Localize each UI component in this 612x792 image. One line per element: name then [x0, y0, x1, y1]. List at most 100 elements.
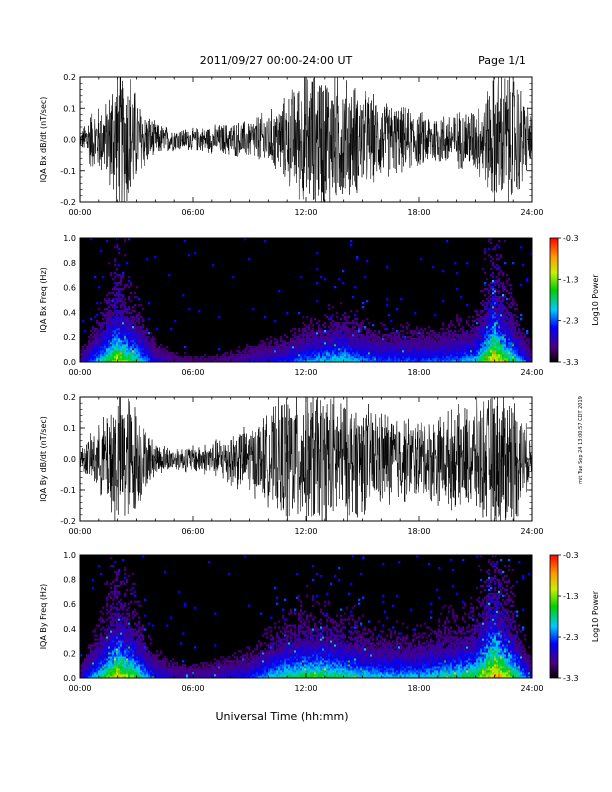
spectrogram-cell	[374, 352, 377, 355]
spectrogram-cell	[314, 358, 317, 361]
spectrogram-cell	[106, 316, 109, 319]
spectrogram-cell	[304, 360, 307, 363]
spectrogram-cell	[452, 334, 455, 337]
spectrogram-cell	[118, 584, 121, 588]
spectrogram-cell	[512, 332, 515, 335]
spectrogram-cell	[432, 360, 435, 363]
spectrogram-cell	[120, 622, 123, 625]
spectrogram-cell	[352, 320, 355, 323]
spectrogram-cell	[130, 326, 133, 329]
spectrogram-cell	[88, 340, 91, 343]
spectrogram-cell	[476, 326, 479, 329]
spectrogram-cell	[116, 312, 119, 315]
spectrogram-cell	[298, 354, 301, 357]
spectrogram-cell	[132, 646, 135, 649]
spectrogram-cell	[510, 334, 513, 337]
spectrogram-cell	[420, 358, 423, 361]
spectrogram-cell	[104, 668, 107, 671]
spectrogram-cell	[226, 360, 229, 363]
spectrogram-cell	[478, 346, 481, 349]
spectrogram-cell	[450, 352, 453, 355]
spectrogram-cell	[128, 276, 131, 279]
spectrogram-cell	[338, 322, 341, 325]
spectrogram-cell	[506, 332, 509, 335]
spectrogram-cell	[280, 354, 283, 357]
spectrogram-cell	[472, 342, 475, 345]
spectrogram-cell	[452, 356, 455, 359]
spectrogram-cell	[104, 646, 107, 649]
spectrogram-cell	[124, 316, 127, 319]
spectrogram-cell	[98, 646, 101, 649]
spectrogram-cell	[496, 358, 499, 361]
spectrogram-cell	[102, 654, 105, 657]
spectrogram-cell	[300, 334, 303, 337]
spectrogram-cell	[328, 330, 331, 333]
spectrogram-cell	[496, 346, 499, 349]
spectrogram-cell	[454, 262, 457, 265]
spectrogram-cell	[118, 658, 121, 661]
spectrogram-cell	[134, 360, 137, 363]
spectrogram-cell	[424, 340, 427, 343]
spectrogram-cell	[296, 348, 299, 351]
spectrogram-cell	[390, 342, 393, 345]
spectrogram-cell	[120, 662, 123, 665]
spectrogram-cell	[418, 330, 421, 333]
spectrogram-cell	[360, 360, 363, 363]
spectrogram-cell	[524, 350, 527, 353]
spectrogram-cell	[508, 330, 511, 333]
spectrogram-cell	[90, 644, 93, 647]
spectrogram-cell	[464, 342, 467, 345]
spectrogram-cell	[90, 664, 93, 667]
spectrogram-cell	[116, 330, 119, 333]
spectrogram-cell	[370, 346, 373, 349]
spectrogram-cell	[306, 358, 309, 361]
spectrogram-cell	[152, 360, 155, 363]
spectrogram-cell	[158, 346, 161, 349]
spectrogram-cell	[102, 650, 105, 653]
spectrogram-cell	[170, 356, 173, 359]
spectrogram-cell	[390, 334, 393, 337]
spectrogram-cell	[168, 360, 171, 363]
spectrogram-cell	[238, 358, 241, 361]
spectrogram-cell	[302, 332, 305, 335]
spectrogram-cell	[520, 358, 523, 361]
spectrogram-cell	[356, 354, 359, 357]
spectrogram-cell	[294, 358, 297, 361]
spectrogram-cell	[116, 336, 119, 339]
spectrogram-cell	[392, 332, 395, 335]
spectrogram-cell	[100, 338, 103, 341]
spectrogram-cell	[268, 354, 271, 357]
spectrogram-cell	[116, 656, 119, 659]
spectrogram-cell	[132, 648, 135, 651]
spectrogram-cell	[448, 342, 451, 345]
spectrogram-cell	[140, 626, 143, 629]
spectrogram-cell	[118, 666, 121, 669]
spectrogram-cell	[472, 352, 475, 355]
spectrogram-cell	[478, 352, 481, 355]
spectrogram-cell	[362, 356, 365, 359]
spectrogram-cell	[394, 360, 397, 363]
spectrogram-cell	[514, 346, 517, 349]
spectrogram-cell	[296, 338, 299, 341]
spectrogram-cell	[146, 674, 149, 677]
spectrogram-cell	[104, 308, 107, 311]
spectrogram-cell	[222, 356, 225, 359]
spectrogram-cell	[132, 346, 135, 349]
spectrogram-cell	[302, 356, 305, 359]
spectrogram-cell	[140, 334, 143, 337]
spectrogram-cell	[154, 346, 157, 349]
spectrogram-cell	[468, 358, 471, 361]
spectrogram-cell	[106, 340, 109, 343]
spectrogram-cell	[282, 346, 285, 349]
spectrogram-cell	[510, 358, 513, 361]
spectrogram-cell	[330, 346, 333, 349]
spectrogram-cell	[138, 650, 141, 653]
spectrogram-cell	[156, 662, 159, 665]
spectrogram-cell	[92, 664, 95, 667]
spectrogram-cell	[312, 340, 315, 343]
spectrogram-cell	[330, 342, 333, 345]
spectrogram-cell	[122, 352, 125, 355]
spectrogram-cell	[442, 350, 445, 353]
spectrogram-cell	[278, 358, 281, 361]
spectrogram-cell	[122, 656, 125, 659]
